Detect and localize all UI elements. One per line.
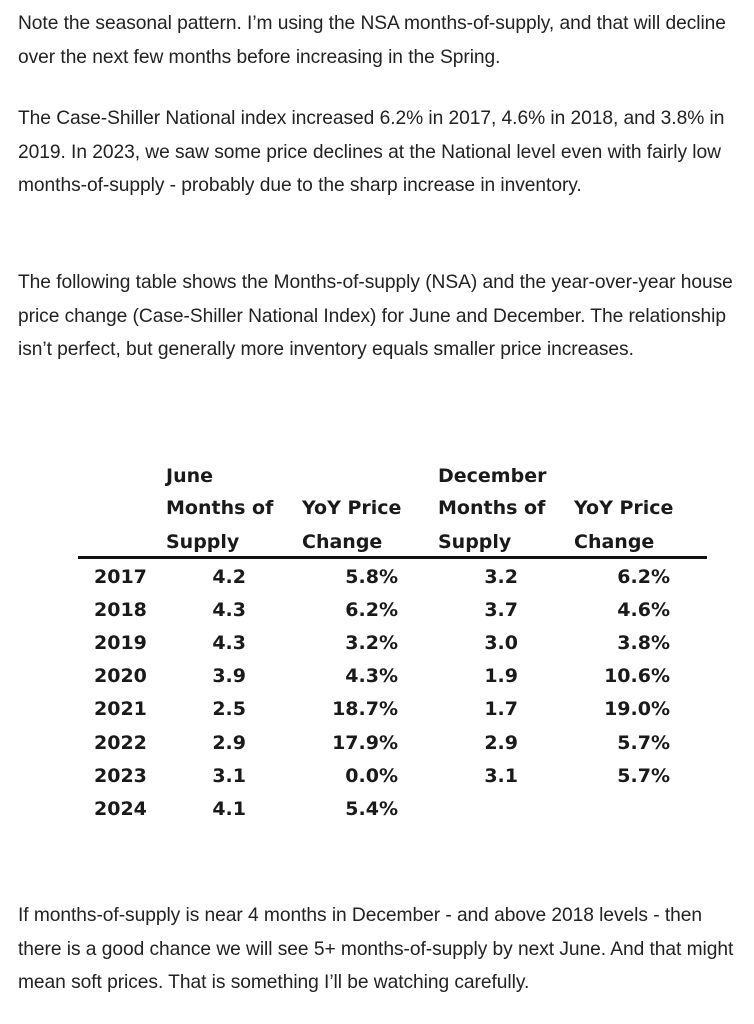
cell-june-yoy: 5.4% [345, 797, 398, 820]
cell-dec-mos: 3.2 [484, 566, 518, 588]
cell-year: 2020 [94, 665, 147, 688]
paragraph-outlook: If months-of-supply is near 4 months in … [18, 905, 734, 993]
cell-june-mos: 4.3 [212, 632, 246, 655]
cell-dec-mos: 3.7 [484, 599, 518, 622]
cell-june-yoy: 3.2% [345, 632, 398, 655]
cell-dec-yoy: 5.7% [617, 731, 670, 754]
header-june-change: Change [302, 531, 383, 553]
cell-june-mos: 2.5 [212, 698, 246, 721]
cell-june-mos: 4.3 [212, 599, 246, 622]
cell-dec-mos: 1.9 [484, 665, 518, 688]
cell-year: 2017 [94, 566, 147, 588]
cell-dec-yoy: 5.7% [617, 764, 670, 787]
cell-year: 2021 [94, 698, 147, 721]
cell-dec-yoy: 10.6% [604, 665, 670, 688]
cell-dec-mos: 2.9 [484, 731, 518, 754]
header-rule [78, 556, 707, 559]
cell-year: 2022 [94, 731, 147, 754]
header-dec-months-of: Months of [438, 497, 546, 519]
cell-year: 2023 [94, 764, 147, 787]
cell-dec-mos: 3.0 [484, 632, 518, 655]
header-dec-change: Change [574, 531, 655, 553]
cell-june-yoy: 5.8% [345, 566, 398, 588]
paragraph-seasonal-pattern: Note the seasonal pattern. I’m using the… [18, 13, 726, 68]
header-june-months-of: Months of [166, 497, 274, 519]
cell-june-mos: 4.1 [212, 797, 246, 820]
paragraph-table-intro: The following table shows the Months-of-… [18, 272, 733, 360]
cell-dec-yoy: 3.8% [617, 632, 670, 655]
cell-june-yoy: 17.9% [332, 731, 398, 754]
cell-june-mos: 4.2 [212, 566, 246, 588]
cell-dec-mos: 3.1 [484, 764, 518, 787]
cell-dec-yoy: 4.6% [617, 599, 670, 622]
cell-dec-mos: 1.7 [484, 698, 518, 721]
cell-year: 2019 [94, 632, 147, 655]
cell-june-mos: 3.9 [212, 665, 246, 688]
header-june-yoy-price: YoY Price [302, 497, 402, 519]
header-december: December [438, 465, 547, 487]
cell-june-mos: 2.9 [212, 731, 246, 754]
header-june-supply: Supply [166, 531, 240, 553]
header-dec-supply: Supply [438, 531, 512, 553]
cell-june-yoy: 4.3% [345, 665, 398, 688]
cell-june-yoy: 18.7% [332, 698, 398, 721]
cell-dec-yoy: 19.0% [604, 698, 670, 721]
paragraph-case-shiller-history: The Case-Shiller National index increase… [18, 108, 725, 196]
cell-dec-yoy: 6.2% [617, 566, 670, 588]
header-june: June [166, 465, 214, 487]
cell-june-yoy: 6.2% [345, 599, 398, 622]
cell-year: 2024 [94, 797, 147, 820]
cell-june-yoy: 0.0% [345, 764, 398, 787]
header-dec-yoy-price: YoY Price [574, 497, 674, 519]
cell-year: 2018 [94, 599, 147, 622]
cell-june-mos: 3.1 [212, 764, 246, 787]
